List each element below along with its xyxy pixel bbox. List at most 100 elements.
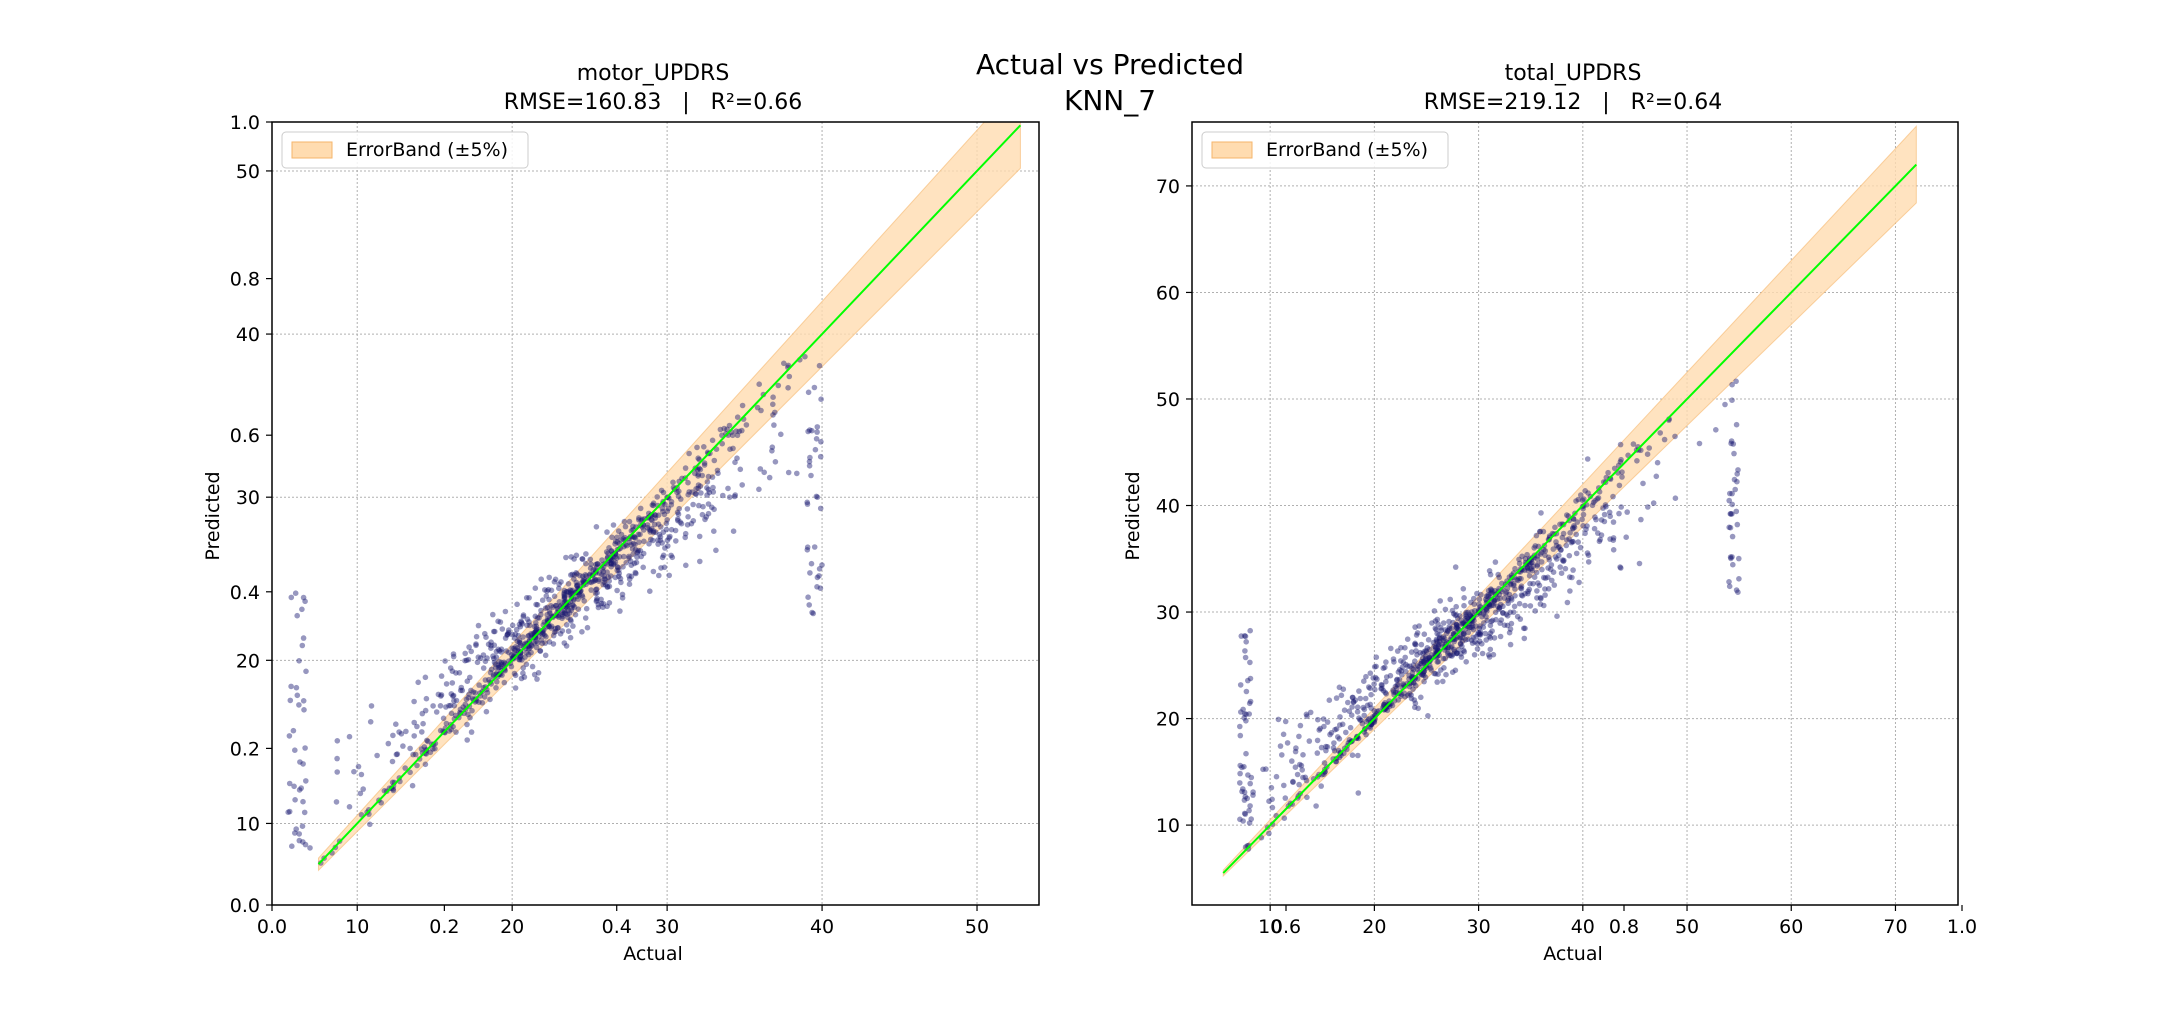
- scatter-point: [632, 546, 639, 553]
- scatter-point: [1467, 613, 1474, 619]
- scatter-point: [1438, 627, 1445, 634]
- scatter-point: [571, 556, 577, 562]
- scatter-point: [1289, 758, 1295, 764]
- scatter-point: [1432, 625, 1439, 632]
- scatter-point: [1454, 615, 1461, 622]
- scatter-point: [1469, 624, 1475, 631]
- scatter-point: [520, 665, 526, 671]
- scatter-point: [514, 638, 521, 645]
- scatter-point: [1541, 546, 1547, 553]
- scatter-point: [1237, 723, 1243, 730]
- scatter-point: [1528, 560, 1534, 566]
- scatter-point: [1496, 574, 1502, 581]
- scatter-point: [533, 627, 539, 634]
- scatter-point: [1250, 792, 1256, 798]
- scatter-point: [1382, 664, 1388, 671]
- scatter-point: [573, 552, 580, 559]
- scatter-point: [641, 538, 647, 545]
- scatter-point: [678, 496, 684, 502]
- scatter-point: [1729, 501, 1735, 508]
- scatter-point: [430, 746, 436, 752]
- scatter-point: [1428, 651, 1434, 658]
- scatter-point: [1435, 658, 1442, 665]
- scatter-point: [595, 601, 602, 608]
- scatter-point: [469, 707, 475, 714]
- scatter-point: [754, 404, 761, 411]
- scatter-point: [1380, 687, 1387, 694]
- scatter-point: [590, 578, 596, 585]
- scatter-point: [1382, 700, 1388, 706]
- scatter-point: [484, 689, 491, 696]
- scatter-point: [819, 562, 825, 568]
- scatter-point: [1583, 526, 1589, 533]
- scatter-point: [1541, 602, 1547, 609]
- scatter-point: [587, 556, 594, 563]
- scatter-point: [565, 589, 572, 595]
- scatter-point: [1485, 592, 1492, 598]
- scatter-point: [1452, 667, 1459, 674]
- scatter-point: [1521, 635, 1528, 642]
- scatter-point: [804, 547, 811, 553]
- scatter-point: [1549, 577, 1555, 584]
- scatter-point: [1605, 469, 1611, 476]
- scatter-point: [1522, 625, 1528, 632]
- scatter-point: [1304, 794, 1310, 801]
- scatter-point: [1240, 786, 1246, 792]
- scatter-point: [1579, 497, 1586, 504]
- scatter-point: [300, 761, 306, 767]
- scatter-point: [1425, 713, 1431, 719]
- scatter-point: [1529, 559, 1535, 566]
- scatter-point: [1492, 587, 1498, 594]
- scatter-point: [1475, 631, 1481, 637]
- scatter-point: [1368, 691, 1374, 698]
- scatter-point: [1530, 580, 1536, 587]
- scatter-point: [1415, 705, 1421, 712]
- scatter-point: [696, 502, 702, 509]
- scatter-point: [706, 489, 713, 496]
- scatter-point: [495, 646, 502, 653]
- scatter-point: [1504, 622, 1511, 629]
- scatter-point: [525, 633, 531, 639]
- scatter-point: [1497, 595, 1503, 602]
- scatter-point: [695, 471, 702, 478]
- x-tick-label: 50: [965, 916, 989, 938]
- scatter-point: [1556, 552, 1562, 559]
- scatter-point: [685, 479, 691, 486]
- scatter-point: [1571, 524, 1578, 531]
- scatter-point: [629, 546, 636, 552]
- scatter-point: [595, 604, 602, 611]
- scatter-point: [1321, 760, 1328, 766]
- scatter-point: [620, 564, 626, 570]
- scatter-point: [1408, 649, 1415, 655]
- scatter-point: [1248, 774, 1255, 781]
- scatter-point: [488, 639, 494, 645]
- scatter-point: [1383, 674, 1390, 680]
- scatter-point: [676, 488, 682, 495]
- scatter-point: [443, 720, 450, 727]
- scatter-point: [488, 666, 495, 673]
- scatter-point: [1512, 565, 1518, 572]
- scatter-point: [1451, 648, 1458, 655]
- scatter-point: [419, 710, 426, 717]
- scatter-point: [772, 459, 779, 465]
- scatter-point: [1397, 667, 1403, 673]
- scatter-point: [770, 394, 776, 401]
- scatter-point: [1672, 433, 1678, 440]
- scatter-point: [1315, 716, 1321, 723]
- scatter-point: [614, 539, 621, 545]
- scatter-point: [1562, 565, 1569, 572]
- scatter-point: [1534, 556, 1541, 563]
- scatter-point: [566, 610, 573, 616]
- scatter-point: [1238, 633, 1245, 639]
- scatter-point: [579, 573, 586, 580]
- scatter-point: [378, 800, 385, 806]
- scatter-point: [636, 515, 642, 521]
- scatter-point: [1401, 690, 1408, 696]
- scatter-point: [538, 637, 545, 643]
- scatter-point: [692, 470, 698, 477]
- scatter-point: [303, 668, 309, 675]
- scatter-point: [1434, 630, 1440, 637]
- scatter-point: [534, 615, 541, 621]
- scatter-point: [1547, 566, 1554, 573]
- scatter-point: [511, 670, 518, 677]
